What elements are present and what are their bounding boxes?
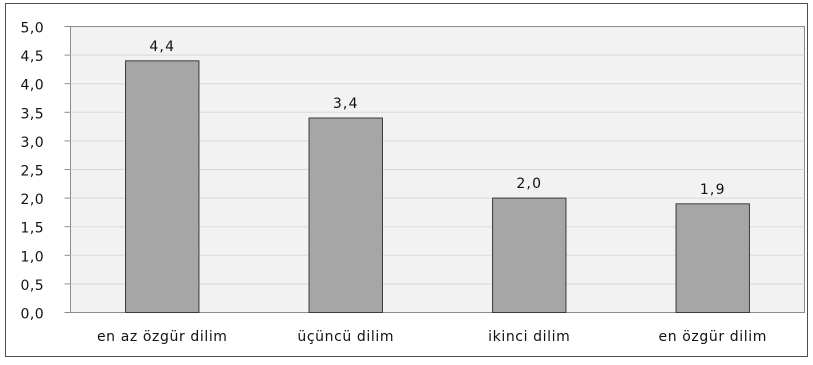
bar-2 bbox=[308, 117, 383, 313]
bar-value-label: 2,0 bbox=[516, 176, 542, 192]
y-tick-label: 0,5 bbox=[21, 278, 44, 294]
y-tick-label: 1,0 bbox=[21, 249, 44, 265]
x-category-label: üçüncü dilim bbox=[297, 329, 394, 345]
x-category-label: ikinci dilim bbox=[488, 329, 570, 345]
y-tick-label: 0,0 bbox=[21, 307, 44, 323]
x-category-label: en özgür dilim bbox=[659, 329, 767, 345]
bar-value-label: 4,4 bbox=[149, 39, 175, 55]
y-tick-label: 5,0 bbox=[21, 21, 44, 37]
bar-1 bbox=[125, 60, 200, 313]
y-tick-label: 2,0 bbox=[21, 192, 44, 208]
y-tick-label: 3,5 bbox=[21, 106, 44, 122]
bar-value-label: 1,9 bbox=[700, 182, 726, 198]
y-tick-label: 4,5 bbox=[21, 49, 44, 65]
x-category-label: en az özgür dilim bbox=[97, 329, 228, 345]
bars bbox=[125, 60, 750, 314]
bar-3 bbox=[492, 197, 567, 314]
y-axis bbox=[64, 26, 71, 313]
chart-labels: 0,0 0,5 1,0 1,5 2,0 2,5 3,0 3,5 4,0 4,5 5,0 4,4 en a… bbox=[21, 21, 767, 346]
y-tick-label: 4,0 bbox=[21, 78, 44, 94]
bar-4 bbox=[675, 203, 750, 314]
y-tick-label: 3,0 bbox=[21, 135, 44, 151]
y-tick-label: 2,5 bbox=[21, 164, 44, 180]
bar-value-label: 3,4 bbox=[333, 96, 359, 112]
y-tick-label: 1,5 bbox=[21, 221, 44, 237]
